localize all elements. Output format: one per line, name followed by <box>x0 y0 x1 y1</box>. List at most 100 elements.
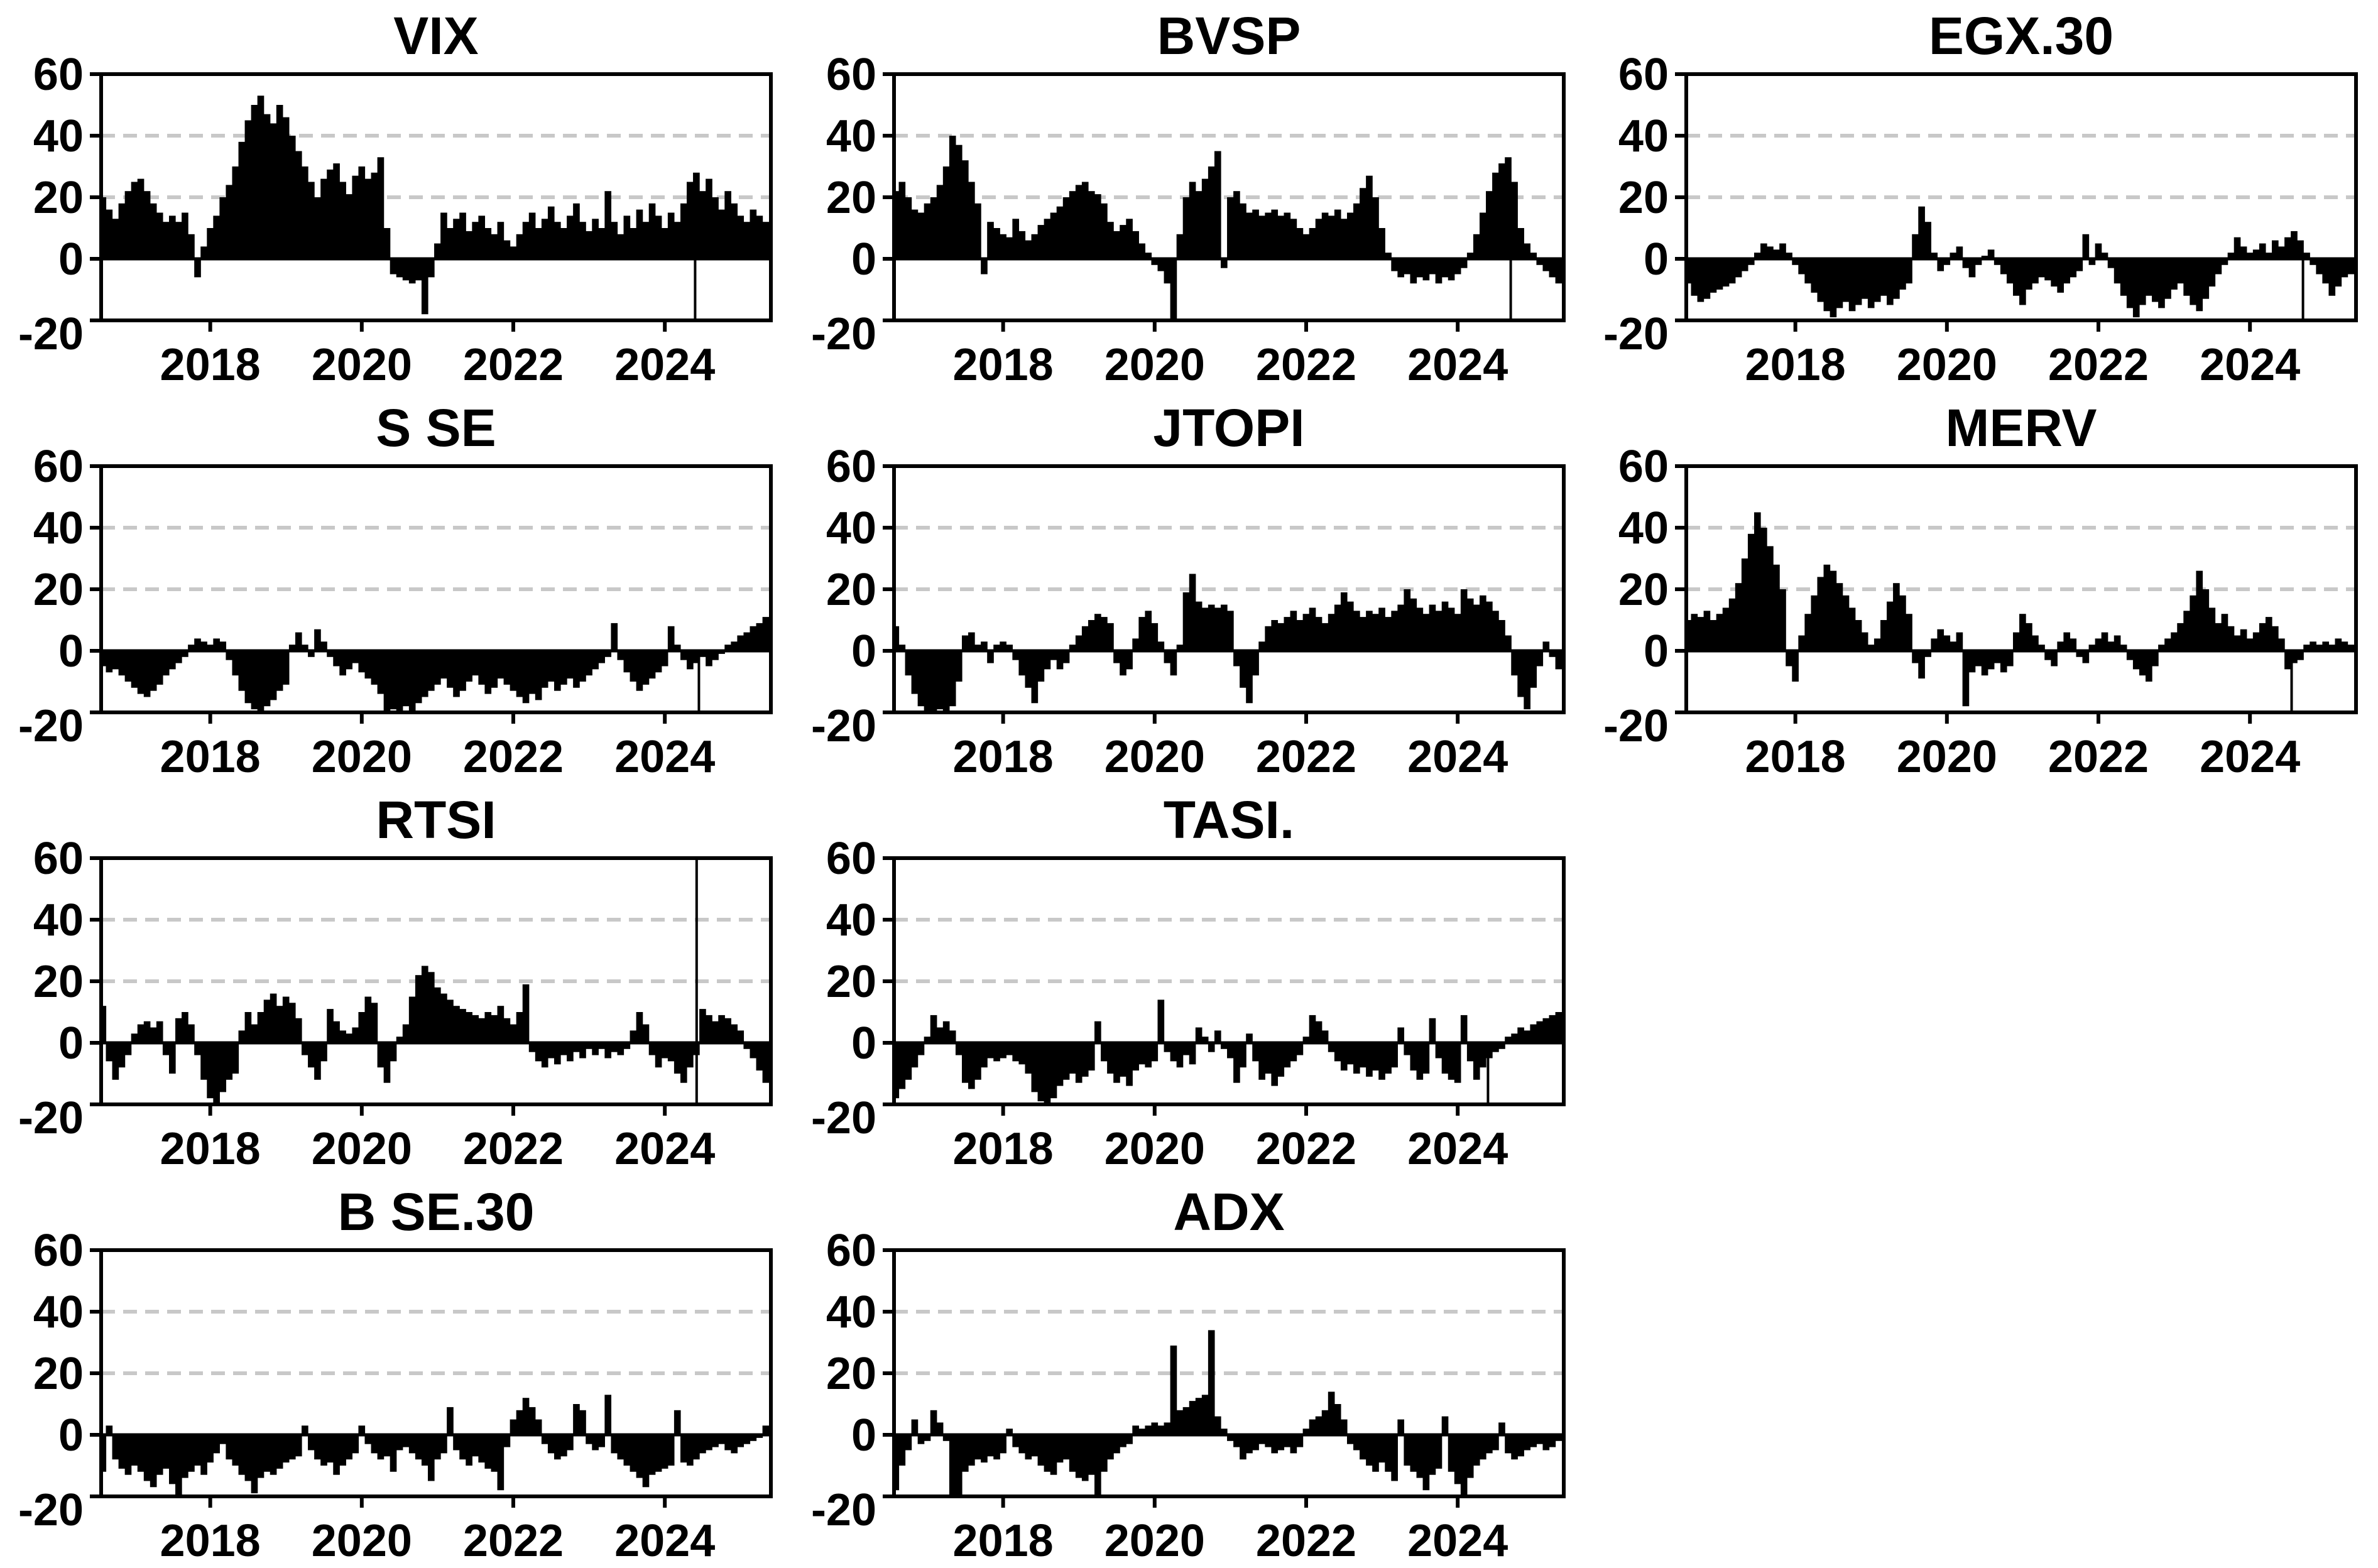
svg-text:40: 40 <box>1618 503 1669 553</box>
panel-sse: S SE 60 40 20 0 -20 2018 2020 2022 2024 <box>0 392 793 784</box>
svg-text:40: 40 <box>826 1287 876 1337</box>
svg-text:2018: 2018 <box>1745 340 1846 390</box>
svg-text:2018: 2018 <box>953 1124 1054 1174</box>
svg-text:2020: 2020 <box>1897 732 1997 782</box>
svg-text:20: 20 <box>826 957 876 1007</box>
svg-text:2022: 2022 <box>463 1124 564 1174</box>
plot-jtopi: 60 40 20 0 -20 2018 2020 2022 2024 <box>811 442 1566 782</box>
plot-egx30: 60 40 20 0 -20 2018 2020 2022 2024 <box>1603 50 2358 390</box>
plot-bvsp: 60 40 20 0 -20 2018 2020 2022 2024 <box>811 50 1566 390</box>
svg-text:2024: 2024 <box>614 732 715 782</box>
svg-text:2020: 2020 <box>312 1124 412 1174</box>
svg-text:40: 40 <box>33 1287 84 1337</box>
svg-text:2018: 2018 <box>953 732 1054 782</box>
svg-text:-20: -20 <box>1603 309 1669 359</box>
svg-text:60: 60 <box>826 834 876 884</box>
plot-merv: 60 40 20 0 -20 2018 2020 2022 2024 <box>1603 442 2358 782</box>
plot-sse: 60 40 20 0 -20 2018 2020 2022 2024 <box>18 442 773 782</box>
svg-text:2022: 2022 <box>463 732 564 782</box>
svg-text:0: 0 <box>851 234 876 285</box>
plot-tasi: 60 40 20 0 -20 2018 2020 2022 2024 <box>811 834 1566 1174</box>
svg-text:2018: 2018 <box>160 1516 261 1566</box>
svg-text:-20: -20 <box>811 701 876 751</box>
svg-text:20: 20 <box>1618 565 1669 615</box>
svg-text:0: 0 <box>851 1018 876 1069</box>
svg-text:2022: 2022 <box>2048 340 2149 390</box>
svg-text:2024: 2024 <box>1407 732 1508 782</box>
panel-egx30: EGX.30 60 40 20 0 -20 2018 2020 2022 2024 <box>1585 0 2378 392</box>
svg-text:2022: 2022 <box>1256 1516 1356 1566</box>
svg-text:2022: 2022 <box>2048 732 2149 782</box>
svg-text:-20: -20 <box>811 1093 876 1143</box>
svg-text:0: 0 <box>58 1018 84 1069</box>
svg-text:-20: -20 <box>811 1485 876 1535</box>
panel-title-jtopi: JTOPI <box>1153 398 1305 457</box>
panel-tasi: TASI. 60 40 20 0 -20 2018 2020 2022 2024 <box>793 784 1586 1176</box>
svg-text:20: 20 <box>826 1349 876 1399</box>
plot-rtsi: 60 40 20 0 -20 2018 2020 2022 2024 <box>18 834 773 1174</box>
svg-text:20: 20 <box>33 565 84 615</box>
svg-text:60: 60 <box>33 50 84 100</box>
svg-text:-20: -20 <box>1603 701 1669 751</box>
svg-text:2020: 2020 <box>312 732 412 782</box>
svg-text:40: 40 <box>826 895 876 945</box>
panel-title-rtsi: RTSI <box>376 790 496 849</box>
svg-text:-20: -20 <box>811 309 876 359</box>
svg-text:2018: 2018 <box>953 340 1054 390</box>
svg-text:2024: 2024 <box>2200 732 2300 782</box>
svg-text:60: 60 <box>826 442 876 492</box>
svg-text:2020: 2020 <box>1104 1516 1205 1566</box>
svg-text:2018: 2018 <box>160 732 261 782</box>
svg-text:2020: 2020 <box>1897 340 1997 390</box>
svg-text:2022: 2022 <box>1256 340 1356 390</box>
panel-title-sse: S SE <box>376 398 496 457</box>
svg-text:2018: 2018 <box>160 1124 261 1174</box>
panel-jtopi: JTOPI 60 40 20 0 -20 2018 2020 2022 2024 <box>793 392 1586 784</box>
svg-text:20: 20 <box>33 957 84 1007</box>
svg-text:2024: 2024 <box>1407 1516 1508 1566</box>
svg-text:60: 60 <box>1618 50 1669 100</box>
svg-text:60: 60 <box>1618 442 1669 492</box>
panel-title-bvsp: BVSP <box>1157 6 1301 65</box>
svg-text:2024: 2024 <box>2200 340 2300 390</box>
svg-text:0: 0 <box>851 1410 876 1461</box>
panel-merv: MERV 60 40 20 0 -20 2018 2020 2022 2024 <box>1585 392 2378 784</box>
svg-text:20: 20 <box>33 173 84 223</box>
panel-vix: VIX 60 40 20 0 -20 2018 2020 2022 2024 <box>0 0 793 392</box>
svg-text:40: 40 <box>826 503 876 553</box>
svg-text:2024: 2024 <box>614 1516 715 1566</box>
svg-text:20: 20 <box>33 1349 84 1399</box>
svg-text:2020: 2020 <box>1104 1124 1205 1174</box>
svg-text:20: 20 <box>1618 173 1669 223</box>
svg-text:0: 0 <box>58 1410 84 1461</box>
svg-text:-20: -20 <box>18 1093 84 1143</box>
panel-title-egx30: EGX.30 <box>1928 6 2114 65</box>
svg-text:2024: 2024 <box>614 340 715 390</box>
plot-vix: 60 40 20 0 -20 2018 2020 2022 2024 <box>18 50 773 390</box>
svg-text:2020: 2020 <box>1104 340 1205 390</box>
svg-text:40: 40 <box>33 895 84 945</box>
svg-text:0: 0 <box>58 234 84 285</box>
panel-title-bse30: B SE.30 <box>337 1182 535 1241</box>
svg-text:0: 0 <box>1644 234 1669 285</box>
svg-text:-20: -20 <box>18 1485 84 1535</box>
svg-text:2022: 2022 <box>1256 1124 1356 1174</box>
svg-text:40: 40 <box>826 111 876 161</box>
svg-text:2018: 2018 <box>160 340 261 390</box>
svg-text:0: 0 <box>851 626 876 677</box>
svg-text:2022: 2022 <box>1256 732 1356 782</box>
panel-rtsi: RTSI 60 40 20 0 -20 2018 2020 2022 2024 <box>0 784 793 1176</box>
svg-text:40: 40 <box>33 111 84 161</box>
svg-text:2022: 2022 <box>463 1516 564 1566</box>
svg-text:20: 20 <box>826 565 876 615</box>
panel-bvsp: BVSP 60 40 20 0 -20 2018 2020 2022 2024 <box>793 0 1586 392</box>
panel-title-merv: MERV <box>1945 398 2097 457</box>
svg-text:2020: 2020 <box>312 340 412 390</box>
svg-text:60: 60 <box>33 834 84 884</box>
svg-text:2018: 2018 <box>953 1516 1054 1566</box>
svg-text:2018: 2018 <box>1745 732 1846 782</box>
svg-text:2024: 2024 <box>614 1124 715 1174</box>
panel-adx: ADX 60 40 20 0 -20 2018 2020 2022 2024 <box>793 1176 1586 1568</box>
svg-text:2020: 2020 <box>312 1516 412 1566</box>
